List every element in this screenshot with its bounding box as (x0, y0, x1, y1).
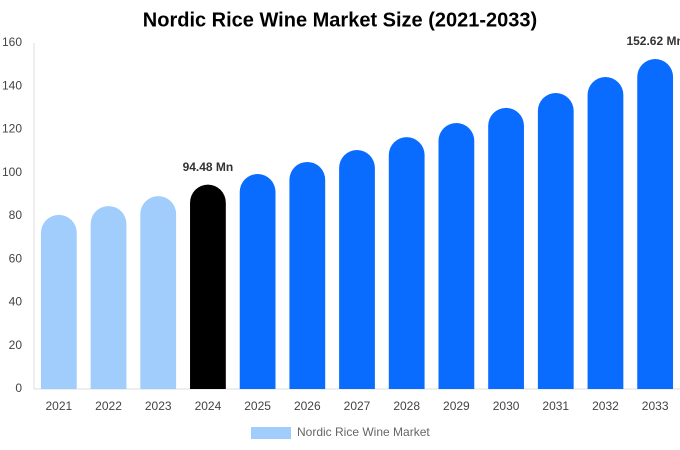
x-tick-label: 2025 (244, 399, 271, 413)
bar (339, 150, 375, 389)
x-tick-label: 2021 (45, 399, 72, 413)
y-tick-label: 20 (9, 338, 23, 352)
x-tick-label: 2033 (642, 399, 669, 413)
x-tick-label: 2027 (344, 399, 371, 413)
bar (40, 214, 77, 389)
bar (140, 196, 177, 389)
legend-swatch (251, 427, 291, 439)
x-tick-label: 2032 (592, 399, 619, 413)
bar (190, 184, 226, 389)
y-tick-label: 120 (2, 122, 22, 136)
x-tick-label: 2024 (195, 399, 222, 413)
x-tick-label: 2030 (493, 399, 520, 413)
x-tick-label: 2031 (542, 399, 569, 413)
chart-title: Nordic Rice Wine Market Size (2021-2033) (143, 9, 537, 31)
y-tick-label: 40 (9, 295, 23, 309)
bar (388, 137, 425, 389)
bar (537, 92, 574, 389)
bar (90, 206, 127, 389)
x-tick-label: 2026 (294, 399, 321, 413)
y-tick-label: 140 (2, 78, 22, 92)
bar (438, 123, 475, 389)
x-tick-label: 2023 (145, 399, 172, 413)
bar (587, 76, 624, 389)
legend-label: Nordic Rice Wine Market (297, 425, 430, 439)
value-label: 152.62 Mn (626, 34, 680, 48)
y-tick-label: 60 (9, 251, 23, 265)
bar (488, 107, 524, 389)
bar (289, 161, 326, 389)
bar (239, 174, 276, 389)
x-tick-label: 2029 (443, 399, 470, 413)
x-tick-label: 2022 (95, 399, 122, 413)
y-tick-label: 0 (15, 381, 22, 395)
y-tick-label: 160 (2, 35, 22, 49)
y-tick-label: 80 (9, 208, 23, 222)
bar (637, 58, 674, 389)
x-tick-label: 2028 (393, 399, 420, 413)
value-label: 94.48 Mn (183, 160, 234, 174)
y-tick-label: 100 (2, 165, 22, 179)
